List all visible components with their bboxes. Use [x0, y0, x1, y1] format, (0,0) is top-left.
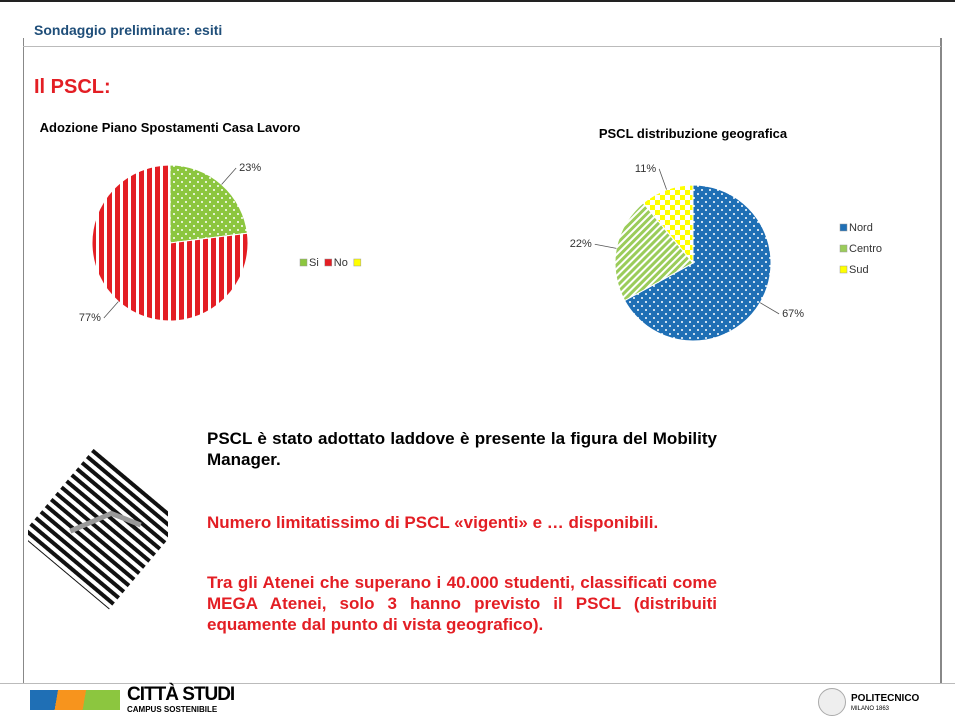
legend-swatch [840, 266, 847, 273]
chart-title: PSCL distribuzione geografica [599, 126, 788, 141]
data-label: 77% [79, 312, 101, 324]
paragraph: PSCL è stato adottato laddove è presente… [207, 428, 717, 470]
logo-subtext: CAMPUS SOSTENIBILE [127, 705, 217, 714]
legend-label: Si [309, 257, 319, 269]
paragraph: Tra gli Atenei che superano i 40.000 stu… [207, 572, 717, 635]
leader-line [659, 169, 666, 190]
legend-swatch [840, 224, 847, 231]
data-label: 67% [782, 308, 804, 320]
logo-text: CITTÀ STUDI [127, 684, 234, 706]
data-label: 22% [570, 238, 592, 250]
legend-swatch [325, 259, 332, 266]
legend-label: No [334, 257, 348, 269]
logo-subtext: MILANO 1863 [851, 706, 889, 712]
data-label: 11% [635, 163, 656, 175]
slice-pattern [170, 165, 247, 243]
data-label: 23% [239, 162, 261, 174]
leader-line [595, 244, 617, 248]
charts: Adozione Piano Spostamenti Casa Lavoro 23… [0, 0, 955, 400]
chart-title: Adozione Piano Spostamenti Casa Lavoro [40, 120, 301, 135]
leader-line [222, 168, 237, 185]
legend-swatch [300, 259, 307, 266]
paragraph: Numero limitatissimo di PSCL «vigenti» e… [207, 512, 717, 533]
legend-label: Nord [849, 222, 873, 234]
logo-text: POLITECNICO [851, 693, 919, 704]
logo-bar [30, 690, 120, 710]
leader-line [104, 302, 119, 319]
legend-label: Sud [849, 264, 869, 276]
legend-label: Centro [849, 243, 882, 255]
slide: Sondaggio preliminare: esiti Il PSCL: Ad… [0, 0, 955, 720]
logo-seal [818, 688, 846, 716]
legend-swatch [840, 245, 847, 252]
leader-line [760, 303, 779, 314]
decorative-image [28, 440, 168, 620]
legend-swatch [354, 259, 361, 266]
